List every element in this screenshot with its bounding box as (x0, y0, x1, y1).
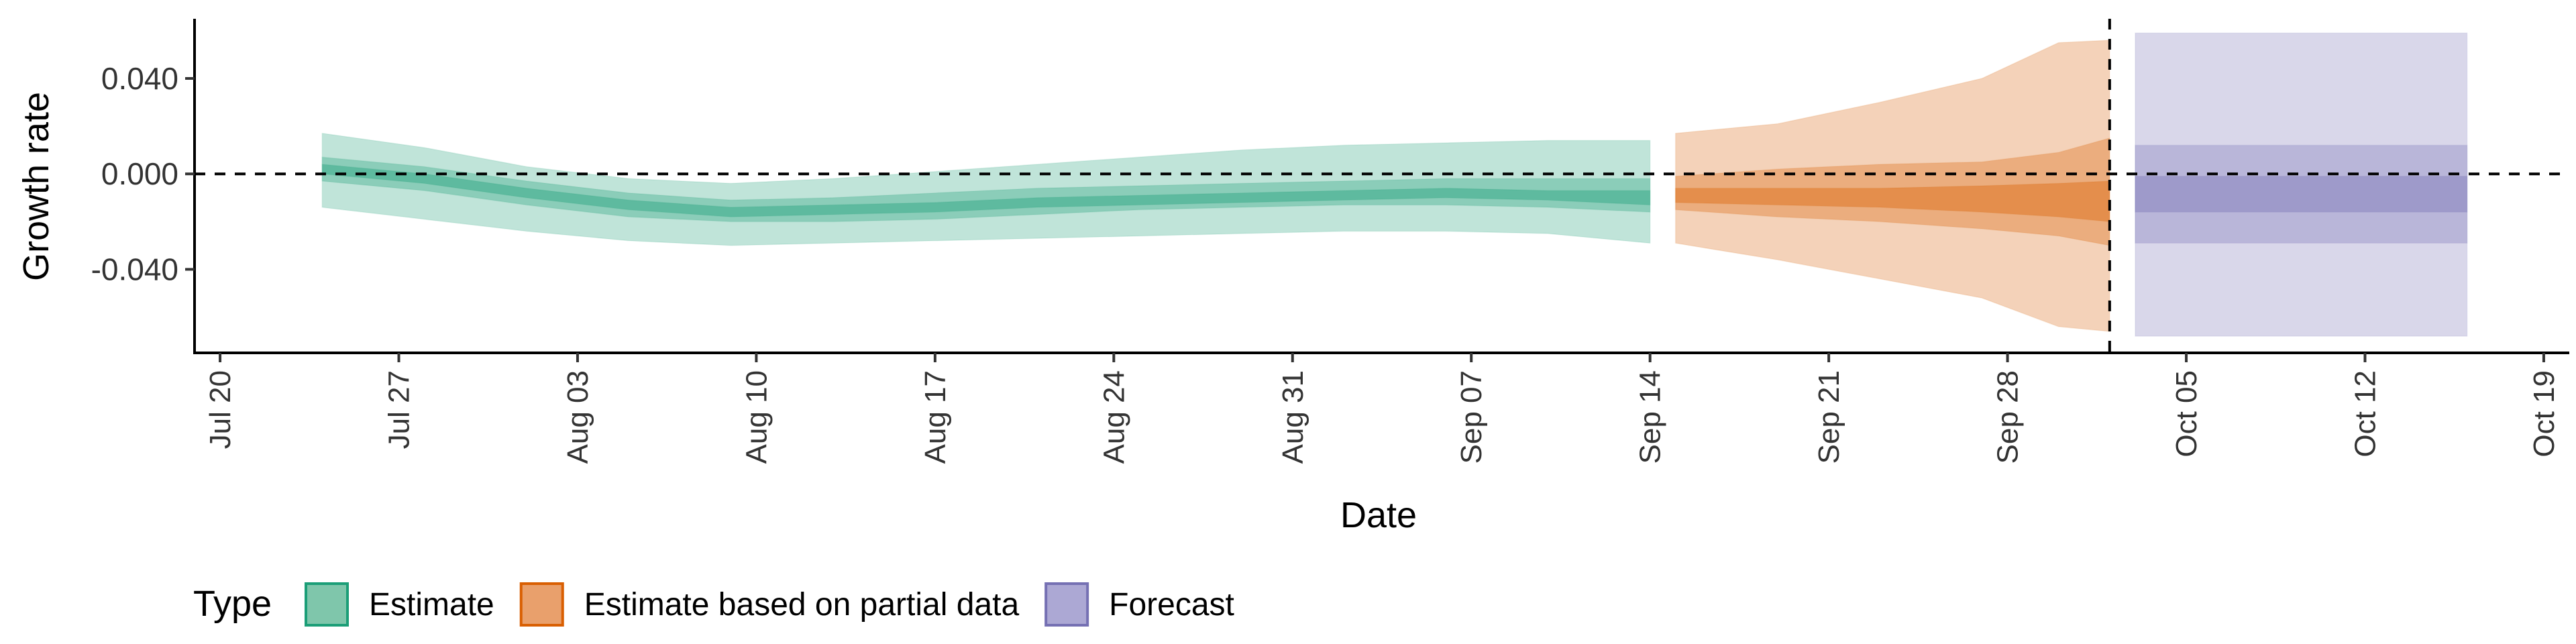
y-tick-label: -0.040 (91, 252, 178, 287)
x-tick-label: Aug 31 (1277, 370, 1309, 464)
band-estimate-based-on-partial-data-90 (1674, 40, 2110, 332)
x-tick-label: Aug 10 (740, 370, 773, 464)
x-tick-label: Jul 20 (204, 370, 237, 449)
y-tick-label: 0.000 (101, 156, 178, 191)
reference-lines (195, 19, 2569, 353)
legend-key-estimate-based-on-partial-data (519, 582, 564, 627)
legend-label: Estimate (369, 587, 494, 623)
band-estimate-20 (321, 164, 1651, 217)
series-forecast (2135, 32, 2468, 337)
band-forecast-50 (2135, 144, 2468, 244)
x-tick-label: Sep 07 (1455, 370, 1488, 464)
legend-title: Type (193, 584, 272, 624)
legend: Type Estimate Estimate based on partial d… (193, 582, 1234, 627)
x-axis-title: Date (1340, 495, 1417, 535)
x-tick-label: Aug 24 (1097, 370, 1130, 464)
y-axis-title: Growth rate (16, 92, 56, 281)
legend-label: Estimate based on partial data (584, 587, 1020, 623)
legend-entry-estimate: Estimate (305, 582, 494, 627)
y-tick-label: 0.040 (101, 61, 178, 96)
band-forecast-20 (2135, 176, 2468, 213)
legend-label: Forecast (1109, 587, 1234, 623)
series-estimate-based-on-partial-data (1674, 40, 2110, 332)
legend-key-forecast (1044, 582, 1089, 627)
x-tick-label: Sep 28 (1992, 370, 2025, 464)
band-forecast-90 (2135, 32, 2468, 337)
axes: 0.040 0.000 -0.040 Jul 20 Jul 27 Aug 03 Aug 10… (91, 19, 2569, 464)
x-tick-label: Oct 05 (2170, 370, 2203, 458)
legend-entry-estimate-based-on-partial-data: Estimate based on partial data (519, 582, 1020, 627)
legend-entry-forecast: Forecast (1044, 582, 1234, 627)
band-estimate-90 (321, 132, 1651, 246)
band-estimate-50 (321, 156, 1651, 223)
x-tick-label: Jul 27 (383, 370, 416, 449)
ribbon-layer (321, 32, 2468, 337)
x-tick-label: Sep 21 (1813, 370, 1845, 464)
legend-key-estimate (305, 582, 349, 627)
series-estimate (321, 132, 1651, 246)
x-tick-label: Oct 19 (2528, 370, 2561, 458)
x-tick-label: Oct 12 (2349, 370, 2382, 458)
x-tick-label: Sep 14 (1634, 370, 1667, 464)
x-tick-label: Aug 17 (919, 370, 952, 464)
x-tick-label: Aug 03 (561, 370, 594, 464)
